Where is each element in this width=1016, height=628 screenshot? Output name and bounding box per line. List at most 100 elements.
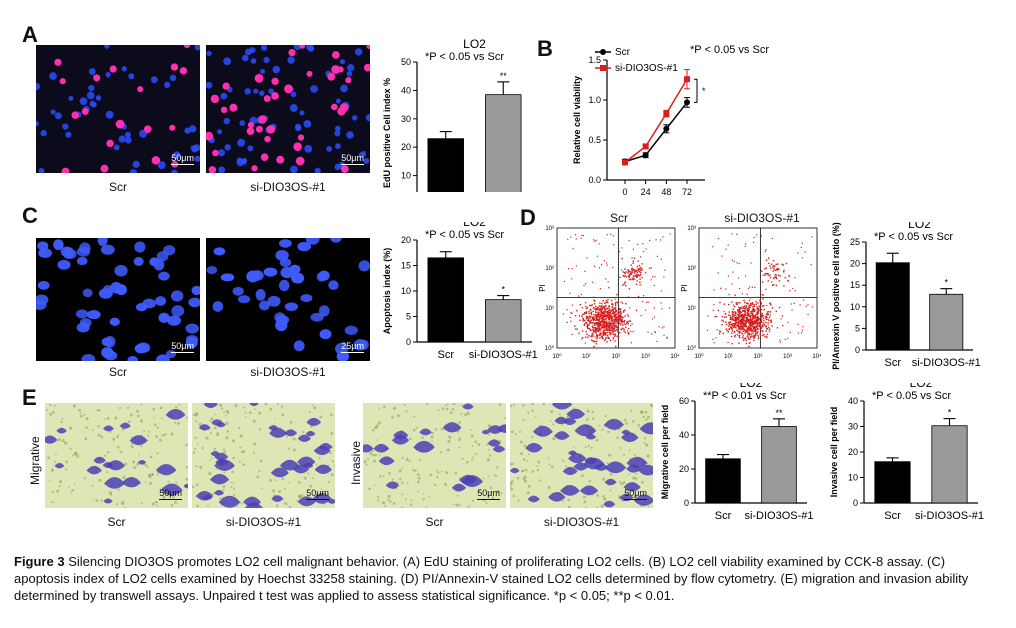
event: [755, 318, 757, 321]
nucleus: [346, 70, 353, 77]
y-tick-label: 0.0: [588, 175, 601, 185]
pore: [523, 444, 527, 448]
event: [760, 302, 762, 305]
pore: [161, 434, 164, 437]
event: [639, 274, 642, 276]
nucleus: [206, 81, 213, 89]
pore: [634, 495, 638, 498]
pore: [225, 421, 229, 425]
nucleus: [115, 119, 125, 129]
event: [767, 314, 769, 316]
event: [601, 326, 604, 329]
event: [602, 327, 605, 329]
event: [627, 320, 630, 323]
event: [753, 309, 755, 312]
event: [604, 334, 607, 336]
event: [734, 322, 737, 325]
event: [751, 286, 753, 288]
event: [766, 333, 769, 335]
nucleus: [217, 129, 223, 135]
event: [753, 315, 755, 318]
event: [620, 324, 622, 326]
stained-cell: [183, 483, 188, 489]
pore: [258, 428, 262, 431]
event: [600, 308, 602, 311]
pore: [327, 480, 330, 484]
pore: [475, 452, 478, 455]
stained-cell: [198, 424, 211, 431]
event: [744, 316, 747, 319]
bar: [875, 262, 910, 351]
pore: [232, 456, 235, 460]
scale-bar: 50μm: [341, 153, 364, 165]
event: [610, 318, 613, 321]
stained-cell: [393, 430, 409, 440]
stained-cell: [155, 463, 177, 476]
nucleus: [210, 94, 220, 104]
pore: [374, 484, 376, 487]
transwell-invasion-scr: 50μm: [363, 403, 506, 508]
event: [771, 307, 774, 309]
event: [719, 301, 721, 304]
event: [643, 251, 645, 253]
event: [737, 306, 740, 309]
event: [599, 320, 601, 323]
event: [591, 304, 593, 306]
event: [731, 342, 733, 345]
event: [627, 327, 630, 330]
nucleus: [129, 169, 138, 173]
event: [627, 332, 629, 334]
event: [603, 320, 605, 323]
event: [733, 311, 736, 313]
event: [597, 318, 599, 321]
event: [740, 314, 743, 316]
nucleus: [267, 295, 281, 307]
pore: [431, 440, 433, 443]
event: [599, 314, 601, 316]
pore: [174, 421, 177, 424]
pore: [485, 502, 488, 505]
pore: [514, 433, 517, 436]
event: [621, 257, 623, 260]
event: [804, 251, 806, 253]
event: [631, 269, 633, 271]
event: [603, 312, 606, 315]
event: [763, 333, 765, 336]
event: [713, 289, 715, 291]
scale-bar: 50μm: [159, 488, 182, 500]
event: [639, 278, 641, 280]
event: [595, 311, 597, 314]
chart-subtitle: *P < 0.05 vs Scr: [425, 51, 504, 63]
event: [707, 315, 709, 317]
event: [615, 309, 618, 312]
event: [595, 340, 598, 343]
event: [733, 326, 735, 328]
event: [742, 321, 745, 324]
event: [637, 268, 639, 270]
pore: [312, 477, 314, 480]
event: [735, 302, 737, 304]
event: [610, 333, 612, 335]
event: [583, 319, 586, 322]
event: [767, 312, 769, 315]
pore: [174, 501, 178, 505]
nucleus: [253, 88, 259, 94]
event: [805, 305, 807, 307]
stained-cell: [214, 490, 225, 496]
event: [602, 312, 604, 315]
event: [738, 328, 741, 330]
pore: [408, 437, 412, 441]
nucleus: [337, 66, 344, 73]
event: [752, 307, 754, 310]
event: [768, 319, 770, 322]
event: [742, 314, 744, 316]
y-tick-label: 10¹: [687, 306, 696, 312]
event: [745, 314, 747, 317]
event: [756, 234, 758, 236]
nucleus: [340, 165, 349, 173]
event: [745, 324, 747, 327]
nucleus: [303, 120, 312, 128]
event: [739, 326, 741, 329]
event: [777, 263, 779, 265]
stained-cell: [327, 498, 335, 504]
